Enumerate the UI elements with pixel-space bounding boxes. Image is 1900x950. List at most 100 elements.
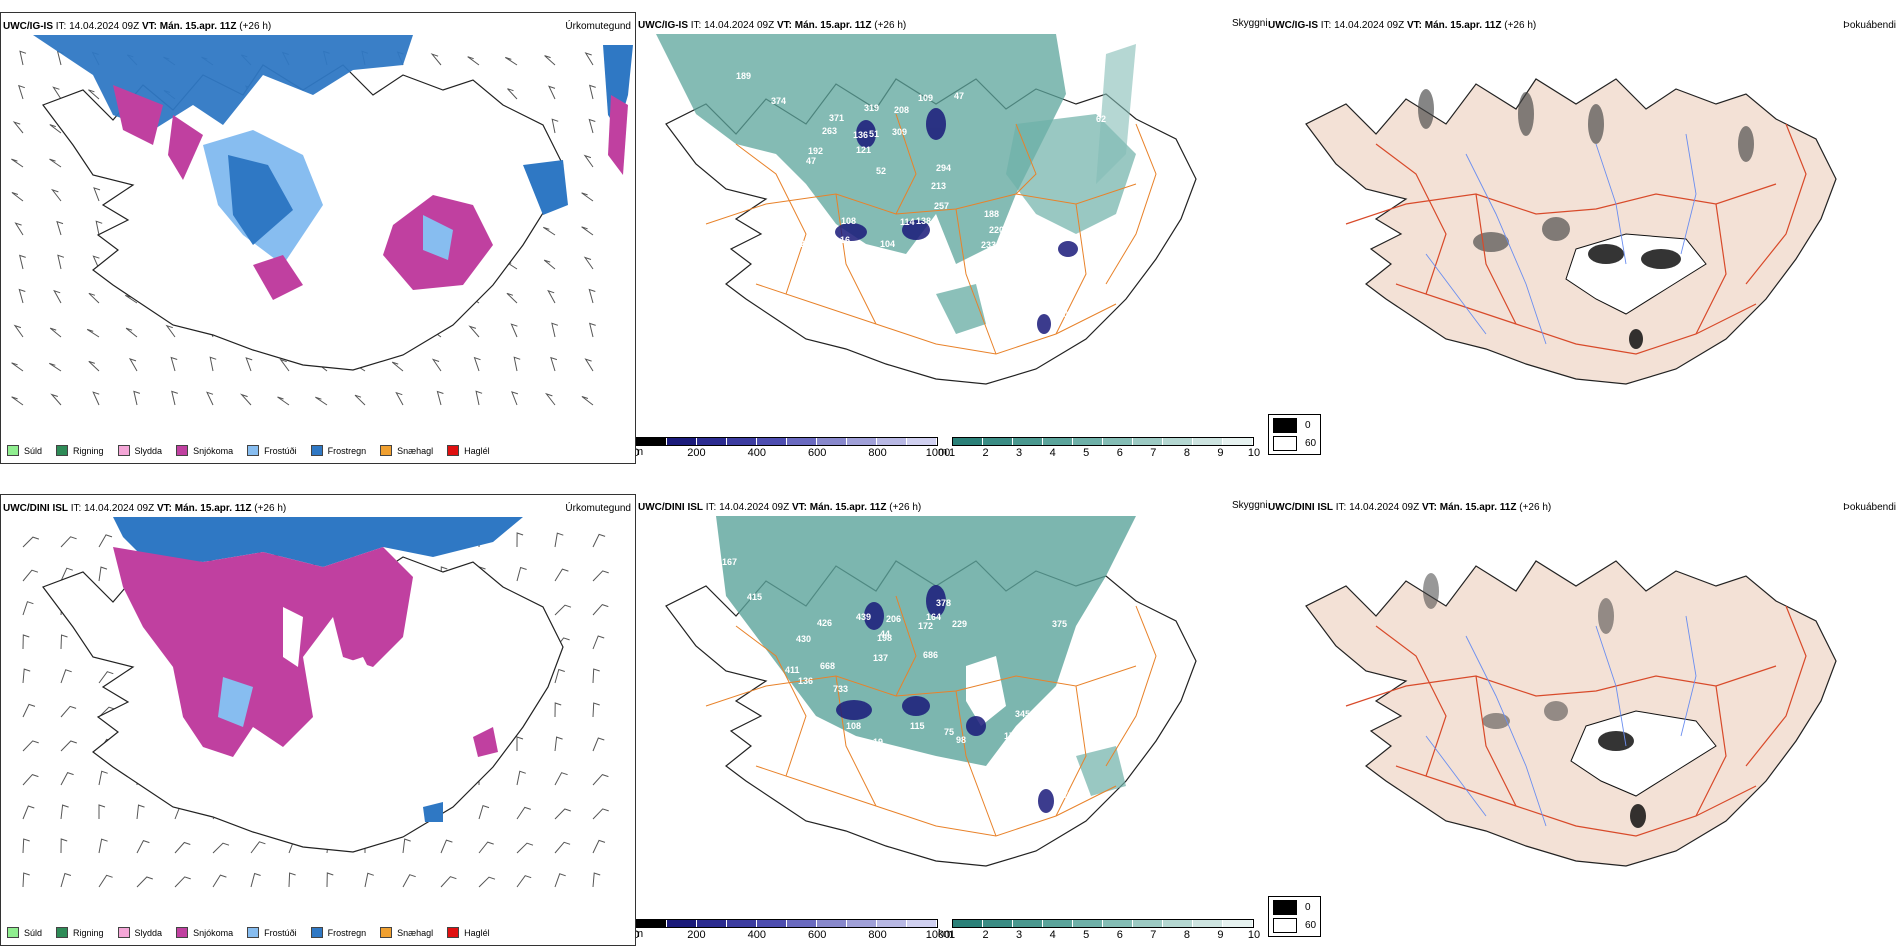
cloudbase-segment	[757, 920, 787, 927]
wind-barb	[551, 322, 559, 338]
visibility-segment	[1103, 438, 1133, 445]
cloud-base-label: 108	[841, 216, 856, 226]
wind-barb	[174, 876, 191, 888]
cloudbase-tick: 800	[868, 929, 887, 941]
cloudbase-tick: 1000	[925, 929, 951, 941]
legend-label: Slydda	[134, 927, 163, 938]
legend-swatch	[380, 927, 393, 938]
cloudbase-segment	[847, 438, 877, 445]
wind-barb	[592, 570, 609, 582]
fog-legend-swatch	[1273, 900, 1297, 915]
wind-barb	[592, 604, 609, 616]
cloudbase-segment	[697, 438, 727, 445]
cloud-base-label: 240	[800, 239, 815, 249]
wind-barb	[543, 259, 556, 270]
wind-barb	[592, 808, 609, 820]
wind-barb	[364, 872, 374, 888]
cloud-base-label: 75	[944, 727, 954, 737]
cloud-base-label: 51	[869, 129, 879, 139]
visibility-tick: 1	[948, 447, 956, 459]
visibility-tick: 10	[1247, 447, 1261, 459]
wind-barb	[60, 804, 69, 820]
wind-barb	[98, 534, 113, 548]
visibility-segment	[1013, 920, 1043, 927]
cloud-base-label: 44	[880, 629, 890, 639]
precip-legend: Súld Rigning Slydda Snjókoma Frostúði Frostre…	[7, 927, 504, 938]
wind-barb	[592, 774, 609, 786]
legend-label: Snæhagl	[397, 927, 434, 938]
wind-barb	[554, 736, 563, 752]
visibility-segment	[1103, 920, 1133, 927]
visibility-segment	[983, 438, 1013, 445]
wind-barb	[50, 393, 62, 406]
legend-item: Snjókoma	[176, 927, 233, 938]
wind-barb	[60, 838, 68, 854]
legend-item: Rigning	[56, 927, 104, 938]
legend-label: Súld	[24, 927, 43, 938]
wind-barb	[554, 604, 572, 616]
legend-label: Rigning	[73, 927, 104, 938]
cloudbase-colorbar: 0 200 400 600 800 1000	[636, 437, 950, 460]
cloudbase-tick: 400	[747, 929, 766, 941]
precip-panel-bottom: UWC/DINI ISL IT: 14.04.2024 09Z VT: Mán.…	[0, 494, 636, 946]
wind-barb	[56, 220, 64, 236]
wind-barb	[98, 804, 106, 819]
wind-barb	[50, 188, 62, 202]
wind-barb	[11, 396, 24, 406]
fog-legend: 0 60	[1268, 896, 1322, 937]
cloud-base-label: 167	[722, 557, 737, 567]
wind-barb	[513, 356, 521, 372]
wind-barb	[592, 702, 600, 718]
wind-barb	[543, 226, 556, 236]
visibility-tick: 5	[1083, 929, 1090, 941]
panel-header: UWC/DINI ISL IT: 14.04.2024 09Z VT: Mán.…	[1268, 502, 1552, 513]
cloud-base-label: 172	[918, 621, 933, 631]
wind-barb	[402, 838, 411, 854]
cloud-base-label: 100	[818, 726, 833, 736]
cloudbase-tick: 200	[687, 929, 706, 941]
visibility-tick: 10	[1247, 929, 1261, 941]
wind-barb	[467, 56, 480, 66]
cloud-base-label: 37	[1148, 135, 1158, 145]
cloudbase-segment	[667, 438, 697, 445]
wind-barb	[288, 872, 296, 888]
cloud-base-label: 733	[833, 684, 848, 694]
wind-barb	[212, 874, 227, 888]
legend-item: Súld	[7, 445, 42, 456]
wind-barb	[22, 838, 30, 854]
legend-label: Snæhagl	[397, 445, 434, 456]
cloudbase-segment	[727, 438, 757, 445]
legend-item: Frostregn	[310, 445, 366, 456]
visibility-tick: 8	[1183, 929, 1190, 941]
wind-barb	[550, 356, 558, 372]
visibility-segment	[1223, 920, 1253, 927]
cloud-base-label: 415	[747, 592, 762, 602]
wind-barb	[592, 872, 601, 888]
visibility-segment	[1133, 920, 1163, 927]
wind-barb	[505, 56, 518, 66]
visibility-tick: 2	[982, 929, 989, 941]
visibility-segment	[1043, 438, 1073, 445]
wind-barb	[516, 875, 532, 888]
wind-barb	[475, 390, 483, 406]
cloudbase-unit: m	[938, 446, 948, 458]
cloudbase-unit-left: m	[636, 928, 644, 940]
precip-panel-top: UWC/IG-IS IT: 14.04.2024 09Z VT: Mán. 15…	[0, 12, 636, 464]
fog-panel-top: UWC/IG-IS IT: 14.04.2024 09Z VT: Mán. 15…	[1266, 12, 1900, 464]
legend-swatch	[247, 445, 260, 456]
wind-barb	[592, 635, 605, 650]
cloud-base-label: 198	[877, 633, 892, 643]
cloudbase-segment	[907, 920, 937, 927]
visibility-tick: 5	[1083, 447, 1090, 459]
wind-barb	[98, 874, 113, 888]
wind-barb	[18, 84, 25, 100]
cloud-labels: 189 374 371 263 319 208 109 47 136 51 309 192 121 47 5…	[736, 71, 1169, 319]
cloud-base-label: 136	[853, 130, 868, 140]
wind-barb	[136, 804, 145, 820]
wind-barb	[554, 841, 571, 854]
wind-barb	[49, 362, 62, 372]
cloud-base-label: 16	[1079, 690, 1089, 700]
visibility-tick: 8	[1183, 447, 1190, 459]
cloudbase-segment	[727, 920, 757, 927]
legend-item: Haglél	[447, 927, 490, 938]
